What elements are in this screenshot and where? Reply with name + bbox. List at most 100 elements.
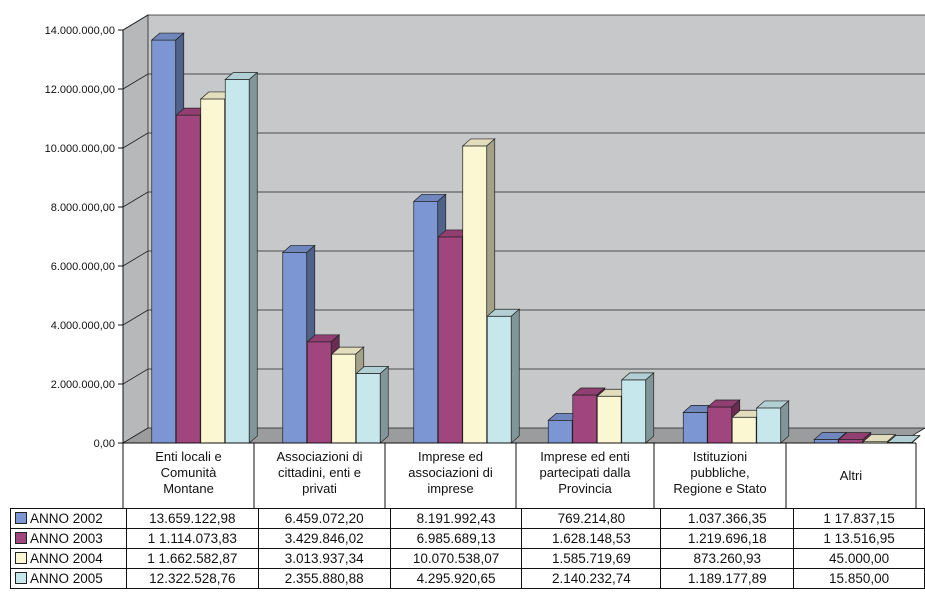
back-wall xyxy=(148,15,925,428)
data-cell: 1 1.662.582,87 xyxy=(125,548,259,569)
bar-front xyxy=(175,114,201,444)
bar-front xyxy=(572,394,598,444)
bar-side xyxy=(510,308,520,444)
chart-bars xyxy=(150,32,921,444)
gridline-side xyxy=(122,14,149,31)
series-name: ANNO 2002 xyxy=(30,511,103,526)
bar-front xyxy=(682,412,708,444)
gridline-side xyxy=(122,250,149,267)
category-label: partecipati dalla xyxy=(539,465,631,480)
side-wall xyxy=(122,14,149,444)
data-cell: 6.459.072,20 xyxy=(257,508,391,529)
bar-front xyxy=(200,98,226,444)
bar-front xyxy=(437,236,463,444)
bar-side xyxy=(645,372,655,444)
category-label: Enti locali e xyxy=(155,449,221,464)
data-cell: 769.214,80 xyxy=(521,508,662,529)
y-tick-label: 14.000.000,00 xyxy=(45,25,115,37)
y-tick-label: 12.000.000,00 xyxy=(45,84,115,96)
legend-swatch xyxy=(15,532,27,544)
data-cell: 1.628.148,53 xyxy=(521,528,662,549)
bar-front xyxy=(621,379,647,444)
bar-front xyxy=(331,353,357,444)
data-cell: 1.189.177,89 xyxy=(660,568,795,589)
data-cell: 15.850,00 xyxy=(793,568,925,589)
data-cell: 3.013.937,34 xyxy=(257,548,391,569)
y-tick-label: 2.000.000,00 xyxy=(51,379,115,391)
table-row: ANNO 2005 12.322.528,76 2.355.880,88 4.295.… xyxy=(10,568,925,589)
bar-front xyxy=(462,145,488,444)
category-label: Imprese ed xyxy=(418,449,483,464)
bar-front xyxy=(731,416,757,444)
bar xyxy=(355,365,390,444)
data-cell: 6.985.689,13 xyxy=(389,528,523,549)
table-row: ANNO 2004 1 1.662.582,87 3.013.937,34 10.07… xyxy=(10,548,925,569)
category-label: Provincia xyxy=(558,481,612,496)
bar-front xyxy=(813,439,839,444)
bar-front xyxy=(306,341,332,444)
bar-front xyxy=(838,439,864,444)
category-label: Istituzioni xyxy=(693,449,747,464)
category-label: Associazioni di xyxy=(277,449,363,464)
data-cell: 1 1.114.073,83 xyxy=(125,528,259,549)
data-cell: 45.000,00 xyxy=(793,548,925,569)
y-tick-label: 0,00 xyxy=(94,438,115,450)
bar xyxy=(706,399,741,444)
bar xyxy=(755,400,790,444)
series-label-cell: ANNO 2002 xyxy=(10,508,127,529)
bar-side xyxy=(780,400,790,444)
category-label: privati xyxy=(302,481,337,496)
series-label-cell: ANNO 2003 xyxy=(10,528,127,549)
data-cell: 4.295.920,65 xyxy=(389,568,523,589)
data-cell: 8.191.992,43 xyxy=(389,508,523,529)
category-label: Altri xyxy=(840,468,863,483)
bar-front xyxy=(756,407,782,444)
gridline-side xyxy=(122,132,149,149)
data-cell: 2.140.232,74 xyxy=(521,568,662,589)
bar-front xyxy=(413,200,439,444)
chart-gridlines xyxy=(122,14,925,385)
y-tick-label: 4.000.000,00 xyxy=(51,320,115,332)
series-label-cell: ANNO 2004 xyxy=(10,548,127,569)
bar-front xyxy=(355,373,381,444)
y-tick-label: 8.000.000,00 xyxy=(51,202,115,214)
data-cell: 12.322.528,76 xyxy=(125,568,259,589)
gridline-side xyxy=(122,191,149,208)
category-label: pubbliche, xyxy=(690,465,749,480)
category-label: Comunità xyxy=(161,465,217,480)
data-cell: 1.585.719,69 xyxy=(521,548,662,569)
bar-front xyxy=(224,79,250,444)
bar-side xyxy=(248,71,258,444)
legend-swatch xyxy=(15,572,27,584)
data-cell: 1.037.366,35 xyxy=(660,508,795,529)
bar-front xyxy=(151,39,177,444)
data-cell: 1.219.696,18 xyxy=(660,528,795,549)
data-cell: 3.429.846,02 xyxy=(257,528,391,549)
category-label: imprese xyxy=(427,481,473,496)
category-label: cittadini, enti e xyxy=(278,465,361,480)
category-label: Montane xyxy=(163,481,214,496)
data-cell: 10.070.538,07 xyxy=(389,548,523,569)
category-label: Imprese ed enti xyxy=(540,449,630,464)
legend-swatch xyxy=(15,552,27,564)
series-name: ANNO 2004 xyxy=(30,551,103,566)
table-row: ANNO 2003 1 1.114.073,83 3.429.846,02 6.985… xyxy=(10,528,925,549)
bar-side xyxy=(379,365,389,444)
bar-chart: 0,00 2.000.000,00 4.000.000,00 6.000.000,00… xyxy=(45,14,925,508)
category-label: Regione e Stato xyxy=(673,481,766,496)
gridline-side xyxy=(122,368,149,385)
bar xyxy=(620,372,655,444)
bar-front xyxy=(486,315,512,444)
table-row: ANNO 2002 13.659.122,98 6.459.072,20 8.191.… xyxy=(10,508,925,529)
y-axis-ticks: 0,00 2.000.000,00 4.000.000,00 6.000.000,00… xyxy=(45,25,124,450)
gridline-side xyxy=(122,309,149,326)
legend-swatch xyxy=(15,512,27,524)
series-name: ANNO 2003 xyxy=(30,531,103,546)
chart-walls xyxy=(121,14,925,444)
category-label: associazioni di xyxy=(408,465,493,480)
data-cell: 873.260,93 xyxy=(660,548,795,569)
bar xyxy=(837,431,872,444)
data-cell: 2.355.880,88 xyxy=(257,568,391,589)
data-cell: 13.659.122,98 xyxy=(125,508,259,529)
